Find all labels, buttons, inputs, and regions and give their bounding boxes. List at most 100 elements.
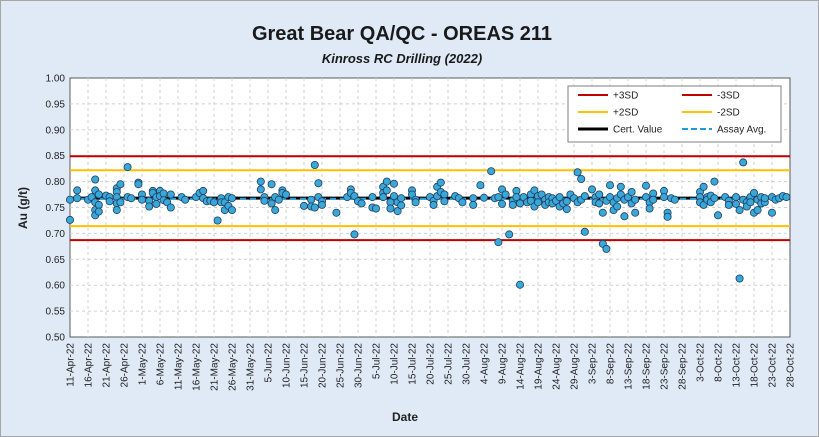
data-point: [281, 190, 290, 199]
y-tick-label: 0.55: [46, 307, 66, 318]
data-point: [181, 195, 190, 204]
data-point: [299, 201, 308, 210]
data-point: [469, 194, 478, 203]
x-tick-label: 11-May-22: [174, 343, 185, 390]
data-point: [750, 188, 759, 197]
data-point: [73, 186, 82, 195]
legend-entries: +3SD -3SD +2SD -2SD Cert. Value Assay Avg.: [578, 91, 766, 136]
data-point: [602, 244, 611, 253]
x-tick-label: 14-Aug-22: [516, 343, 527, 390]
data-point: [649, 195, 658, 204]
data-point: [508, 200, 517, 209]
data-point: [267, 180, 276, 189]
data-point: [274, 195, 283, 204]
data-point: [199, 186, 208, 195]
data-point: [616, 182, 625, 191]
data-point: [357, 199, 366, 208]
data-point: [746, 198, 755, 207]
data-point: [753, 206, 762, 215]
x-tick-label: 10-Jul-22: [390, 343, 401, 385]
data-point: [645, 204, 654, 213]
data-point: [458, 198, 467, 207]
x-tick-label: 29-Aug-22: [570, 343, 581, 390]
data-point: [660, 193, 669, 202]
data-point: [631, 208, 640, 217]
y-tick-label: 0.65: [46, 255, 66, 266]
x-tick-label: 20-Jul-22: [426, 343, 437, 385]
data-point: [145, 202, 154, 211]
y-tick-labels: 0.50 0.55 0.60 0.65 0.70 0.75 0.80 0.85 0.90 0.95…: [46, 74, 66, 344]
data-point: [389, 179, 398, 188]
x-tick-label: 24-Aug-22: [552, 343, 563, 390]
data-point: [562, 197, 571, 206]
data-point: [768, 208, 777, 217]
data-point: [436, 178, 445, 187]
chart-title: Great Bear QA/QC - OREAS 211: [252, 23, 552, 45]
legend-label: Cert. Value: [613, 125, 663, 136]
data-point: [598, 208, 607, 217]
data-point: [307, 195, 316, 204]
data-point: [389, 192, 398, 201]
data-point: [267, 199, 276, 208]
data-point: [505, 230, 514, 239]
data-point: [739, 158, 748, 167]
x-tick-label: 5-Jun-22: [264, 343, 275, 383]
data-point: [440, 197, 449, 206]
y-tick-label: 0.75: [46, 203, 66, 214]
data-point: [310, 203, 319, 212]
data-point: [112, 206, 121, 215]
y-tick-label: 0.95: [46, 99, 66, 110]
data-point: [580, 227, 589, 236]
data-point: [530, 186, 539, 195]
data-point: [476, 181, 485, 190]
x-tick-label: 9-Aug-22: [498, 343, 509, 385]
data-point: [127, 194, 136, 203]
data-point: [260, 196, 269, 205]
data-point: [710, 194, 719, 203]
data-point: [371, 204, 380, 213]
data-point: [116, 180, 125, 189]
data-point: [534, 198, 543, 207]
data-point: [494, 238, 503, 247]
data-point: [516, 280, 525, 289]
x-tick-label: 18-Oct-22: [750, 343, 761, 388]
x-tick-label: 13-Sep-22: [624, 343, 635, 390]
legend-label: -3SD: [717, 91, 740, 102]
legend-label: +3SD: [613, 91, 638, 102]
x-tick-label: 20-Jun-22: [318, 343, 329, 388]
data-point: [724, 200, 733, 209]
data-point: [94, 207, 103, 216]
x-tick-label: 28-Sep-22: [678, 343, 689, 390]
y-tick-label: 0.90: [46, 125, 66, 136]
data-point: [487, 167, 496, 176]
x-tick-label: 31-May-22: [246, 343, 257, 391]
x-tick-label: 4-Aug-22: [480, 343, 491, 385]
data-point: [397, 194, 406, 203]
data-point: [670, 195, 679, 204]
x-tick-label: 8-Sep-22: [606, 343, 617, 385]
x-tick-label: 28-Oct-22: [786, 343, 797, 388]
legend: +3SD -3SD +2SD -2SD Cert. Value Assay Avg.: [567, 85, 782, 143]
data-point: [782, 193, 791, 202]
x-tick-label: 5-Jul-22: [372, 343, 383, 380]
legend-label: +2SD: [613, 108, 638, 119]
x-tick-label: 26-May-22: [228, 343, 239, 391]
data-point: [271, 206, 280, 215]
data-point: [497, 199, 506, 208]
data-point: [397, 201, 406, 210]
data-point: [760, 194, 769, 203]
x-tick-label: 23-Sep-22: [660, 343, 671, 390]
x-tick-label: 15-Jun-22: [300, 343, 311, 388]
x-tick-label: 16-May-22: [192, 343, 203, 391]
x-tick-label: 3-Oct-22: [696, 343, 707, 382]
data-point: [379, 193, 388, 202]
x-axis-label: Date: [392, 410, 418, 424]
data-point: [710, 177, 719, 186]
data-point: [735, 274, 744, 283]
y-tick-label: 0.50: [46, 333, 66, 344]
data-point: [317, 200, 326, 209]
x-tick-label: 19-Aug-22: [534, 343, 545, 390]
data-point: [209, 198, 218, 207]
data-point: [332, 208, 341, 217]
